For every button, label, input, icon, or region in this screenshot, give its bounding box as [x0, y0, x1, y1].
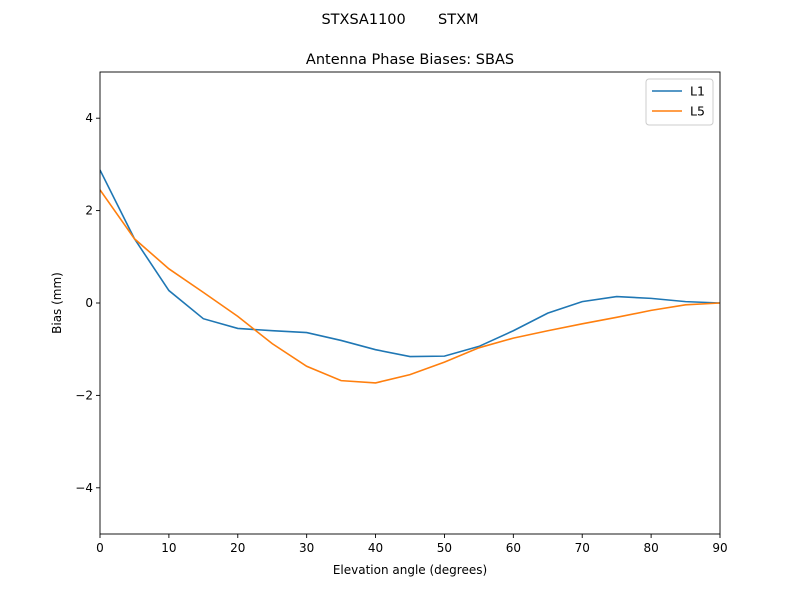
x-tick-label: 20	[230, 541, 245, 555]
x-tick-label: 60	[506, 541, 521, 555]
x-tick-label: 40	[368, 541, 383, 555]
x-tick-label: 70	[575, 541, 590, 555]
x-tick-label: 80	[643, 541, 658, 555]
legend-label-L5: L5	[690, 104, 705, 119]
series-line-L1	[100, 169, 720, 358]
x-tick-label: 0	[96, 541, 104, 555]
y-tick-label: 4	[85, 111, 93, 125]
plot-area: 0 10 20 30 40 50 60 70 80 90 −4 −2 0 2 4	[75, 71, 728, 555]
y-axis-label: Bias (mm)	[50, 272, 64, 334]
chart-title: Antenna Phase Biases: SBAS	[306, 52, 514, 68]
x-tick-label: 90	[712, 541, 727, 555]
legend-label-L1: L1	[690, 84, 705, 99]
x-axis-label: Elevation angle (degrees)	[333, 563, 487, 577]
chart-suptitle: STXSA1100 STXM	[321, 12, 478, 28]
axes-frame	[99, 71, 721, 535]
series-line-L5	[100, 189, 720, 384]
y-tick-label: −4	[75, 481, 93, 495]
y-tick-label: −2	[75, 388, 93, 402]
x-tick-label: 30	[299, 541, 314, 555]
x-tick-label: 50	[437, 541, 452, 555]
x-tick-label: 10	[161, 541, 176, 555]
y-tick-label: 2	[85, 204, 93, 218]
y-tick-label: 0	[85, 296, 93, 310]
